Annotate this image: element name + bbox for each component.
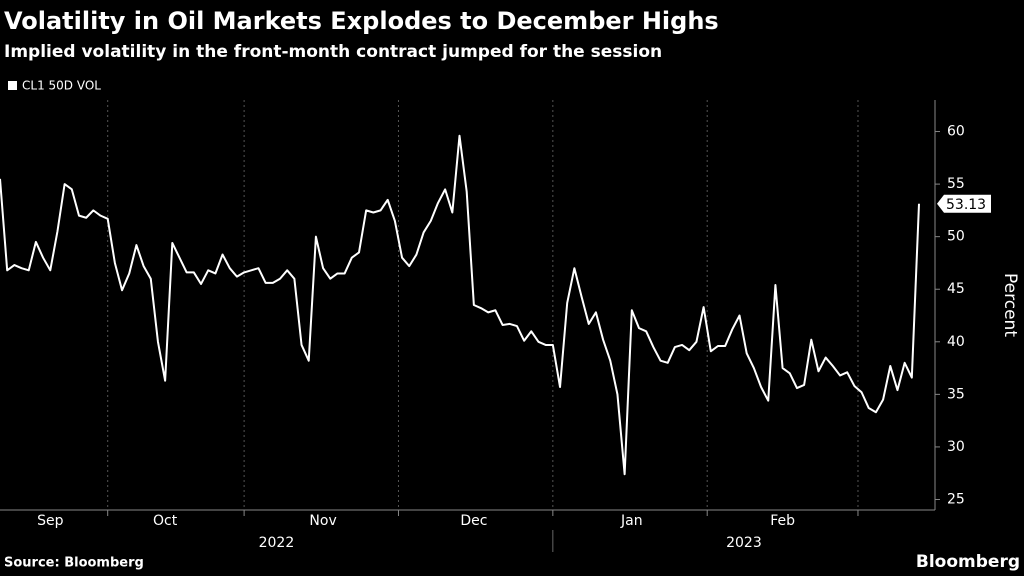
y-axis-label: Percent: [1000, 273, 1020, 337]
source: Source: Bloomberg: [4, 556, 144, 571]
x-tick-label: Jan: [620, 513, 643, 529]
y-tick-label: 30: [947, 439, 965, 455]
x-group-label: 2022: [259, 535, 295, 551]
y-tick-label: 35: [947, 386, 965, 402]
x-tick-label: Nov: [309, 513, 336, 529]
x-tick-label: Sep: [37, 513, 64, 529]
y-tick-label: 55: [947, 176, 965, 192]
last-value-callout: [937, 194, 991, 213]
legend-swatch: [8, 81, 17, 90]
y-tick-label: 50: [947, 229, 965, 245]
x-group-label: 2023: [726, 535, 762, 551]
line-series: [0, 134, 920, 476]
legend-label: CL1 50D VOL: [22, 79, 101, 93]
y-tick-label: 45: [947, 281, 965, 297]
last-value-label: 53.13: [946, 197, 986, 213]
x-tick-label: Oct: [153, 513, 178, 529]
x-tick-label: Dec: [460, 513, 487, 529]
brand: Bloomberg: [916, 552, 1020, 572]
chart-title: Volatility in Oil Markets Explodes to De…: [4, 7, 719, 35]
y-tick-label: 25: [947, 491, 965, 507]
chart-subtitle: Implied volatility in the front-month co…: [4, 42, 662, 62]
y-tick-label: 40: [947, 334, 965, 350]
y-tick-label: 60: [947, 124, 965, 140]
x-tick-label: Feb: [770, 513, 795, 529]
